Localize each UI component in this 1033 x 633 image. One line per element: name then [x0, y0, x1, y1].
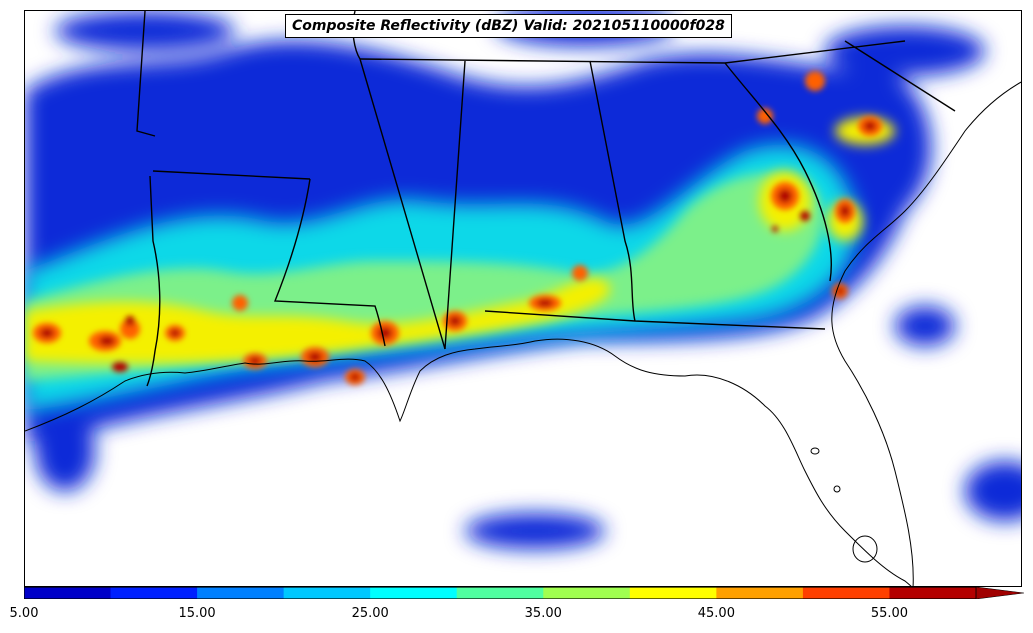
- border-texas-louisiana: [146, 175, 161, 387]
- border-georgia-south-carolina: [724, 62, 832, 282]
- lake-okeechobee: [852, 535, 878, 563]
- reflectivity-layer-cells: [33, 71, 882, 385]
- colorbar-tick-label: 5.00: [9, 606, 39, 621]
- border-florida-north: [484, 310, 826, 330]
- colorbar-tick-label: 55.00: [870, 606, 909, 621]
- colorbar-segment: [283, 587, 371, 599]
- border-carolinas: [844, 40, 956, 112]
- geographic-boundaries: [25, 11, 1021, 586]
- map-title: Composite Reflectivity (dBZ) Valid: 2021…: [285, 14, 732, 38]
- colorbar-tick-label: 25.00: [351, 606, 389, 621]
- border-tennessee-south: [359, 40, 906, 64]
- colorbar-segment: [889, 587, 977, 599]
- reflectivity-field: [25, 11, 1021, 549]
- radar-map: [24, 10, 1022, 587]
- colorbar-segment: [716, 587, 804, 599]
- border-alabama-georgia: [444, 60, 636, 350]
- border-louisiana-mississippi: [273, 178, 386, 347]
- colorbar-extend-arrow: [975, 587, 1024, 599]
- colorbar-segment: [24, 587, 112, 599]
- atlantic-coastline: [831, 81, 1021, 586]
- colorbar-segment: [802, 587, 890, 599]
- reflectivity-colorbar: [24, 587, 1024, 599]
- gulf-coastline: [25, 338, 912, 586]
- colorbar-segment: [110, 587, 198, 599]
- colorbar-tick-label: 35.00: [524, 606, 562, 621]
- colorbar-segment: [456, 587, 544, 599]
- colorbar-tick-label: 45.00: [697, 606, 735, 621]
- border-mississippi-alabama: [359, 58, 446, 350]
- border-arkansas-louisiana: [152, 170, 311, 180]
- lake-small-1: [810, 447, 820, 455]
- colorbar-tick-label: 15.00: [178, 606, 216, 621]
- colorbar-segment: [629, 587, 717, 599]
- colorbar-segment: [197, 587, 285, 599]
- colorbar-segment: [370, 587, 458, 599]
- colorbar-segment: [543, 587, 631, 599]
- reflectivity-map-svg: [25, 11, 1021, 586]
- lake-small-2: [833, 485, 841, 493]
